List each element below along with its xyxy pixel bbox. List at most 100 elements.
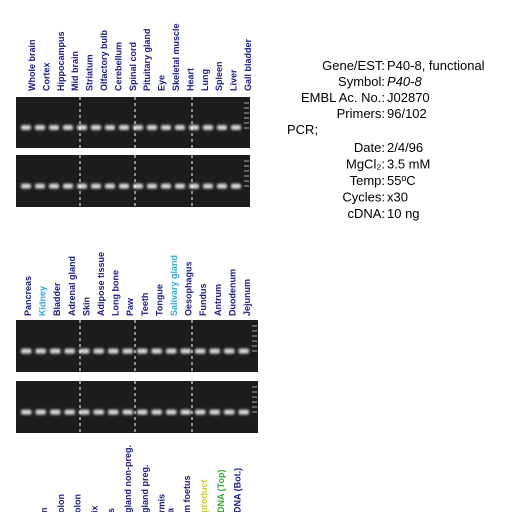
info-label: Gene/EST:	[322, 58, 385, 73]
band	[180, 348, 191, 354]
lane-label: Lung	[200, 69, 210, 91]
band	[195, 409, 206, 415]
band	[35, 409, 46, 415]
lane-label: Adipose tissue	[96, 252, 106, 316]
lane-label: Oesophagus	[184, 261, 194, 316]
info-value: 96/102	[387, 106, 427, 121]
band	[217, 125, 227, 131]
lane-label: Whole brain	[27, 40, 37, 92]
band	[21, 125, 31, 131]
lane-label: Heart	[185, 68, 195, 91]
band	[147, 183, 157, 189]
band	[175, 183, 185, 189]
lane-label: Pituitary gland	[142, 28, 152, 91]
band	[79, 409, 90, 415]
lane-label: Fundus	[198, 284, 208, 317]
lane-label: Gall bladder	[243, 38, 253, 91]
info-value: 55ºC	[387, 173, 416, 188]
lane-label: Tongue	[154, 284, 164, 316]
band	[189, 125, 199, 131]
lane-label: Duodenum	[227, 269, 237, 316]
lane-label: DNA (Top)	[216, 470, 226, 512]
lane-label: Skeletal muscle	[171, 23, 181, 91]
lane-label: Adrenal gland	[67, 256, 77, 316]
info-value: x30	[387, 190, 408, 205]
info-label: cDNA:	[347, 206, 385, 221]
band	[50, 348, 61, 354]
band	[151, 409, 162, 415]
band	[63, 125, 73, 131]
lane-label: Salivary gland	[169, 255, 179, 316]
lane-label: Antrum	[213, 284, 223, 316]
lane-label: Cerebellum	[113, 42, 123, 91]
band	[175, 125, 185, 131]
band	[21, 348, 32, 354]
lane-label: Paw	[125, 297, 135, 316]
band	[203, 183, 213, 189]
info-value: P40-8, functional	[387, 58, 485, 73]
band	[122, 348, 133, 354]
gel	[16, 320, 258, 372]
band	[49, 125, 59, 131]
lane-label: Pancreas	[23, 276, 33, 316]
lane-labels: Whole brain Cortex Hippocampus Mid brain Str…	[23, 23, 253, 512]
band	[166, 409, 177, 415]
lane-label: Jejunum	[242, 279, 252, 316]
lane-label: ix	[89, 505, 99, 512]
info-value: 10 ng	[387, 206, 420, 221]
lane-label: Skin	[81, 297, 91, 316]
lane-label: gland non-preg.	[123, 445, 133, 512]
band	[195, 348, 206, 354]
band	[91, 183, 101, 189]
info-label: Date:	[354, 140, 385, 155]
band	[137, 348, 148, 354]
band	[231, 183, 241, 189]
band	[21, 409, 32, 415]
band	[122, 409, 133, 415]
lane-label: Bladder	[52, 282, 62, 316]
lane-label: a	[165, 507, 175, 512]
lane-label: Long bone	[111, 270, 121, 316]
gel	[16, 155, 250, 207]
lane-label: Cortex	[41, 62, 51, 91]
band	[108, 348, 119, 354]
band	[50, 409, 61, 415]
band	[77, 183, 87, 189]
band	[238, 348, 249, 354]
band	[35, 125, 45, 131]
lane-label: m foetus	[182, 475, 192, 512]
band	[63, 183, 73, 189]
band	[224, 409, 235, 415]
lane-label: olon	[56, 494, 66, 512]
band	[147, 125, 157, 131]
info-label: Cycles:	[342, 190, 385, 205]
lane-label: DNA (Bot.)	[233, 468, 243, 512]
lane-label: n	[39, 508, 49, 512]
band	[64, 348, 75, 354]
band	[108, 409, 119, 415]
band	[91, 125, 101, 131]
lane-label: s	[106, 508, 116, 512]
band	[105, 125, 115, 131]
info-label: Symbol:	[338, 74, 385, 89]
lane-label: Olfactory bulb	[99, 29, 109, 91]
band	[238, 409, 249, 415]
lane-label: gland preg.	[140, 464, 150, 512]
band	[137, 409, 148, 415]
band	[79, 348, 90, 354]
info-value: 3.5 mM	[387, 157, 430, 172]
band	[166, 348, 177, 354]
pcr-heading: PCR;	[287, 122, 318, 137]
lane-label: product	[199, 480, 209, 512]
info-label: EMBL Ac. No.:	[301, 90, 385, 105]
lane-label: Kidney	[38, 286, 48, 316]
band	[105, 183, 115, 189]
lane-label: Hippocampus	[56, 31, 66, 91]
band	[49, 183, 59, 189]
lane-label: Eye	[157, 75, 167, 91]
lane-label: Striatum	[85, 54, 95, 91]
lane-label: Teeth	[140, 293, 150, 316]
info-label: MgCl₂:	[346, 157, 385, 172]
